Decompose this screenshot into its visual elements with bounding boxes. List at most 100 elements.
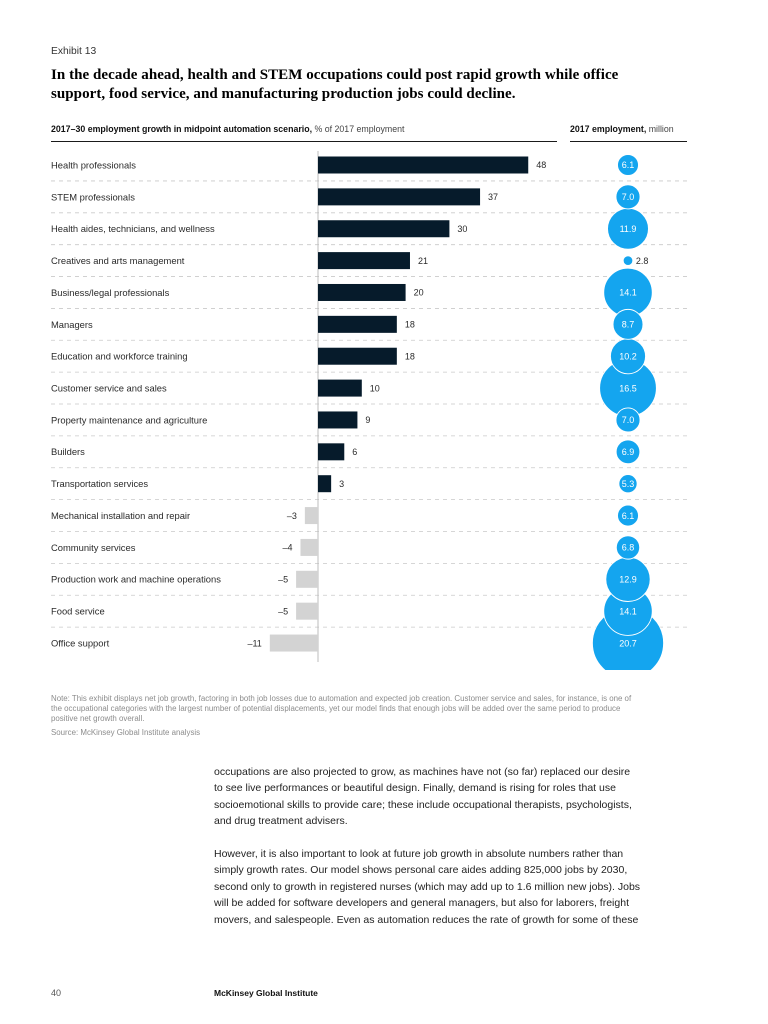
- growth-bar-positive: [318, 220, 450, 238]
- growth-value-label: 18: [405, 351, 415, 361]
- body-line: will be added for software developers an…: [214, 897, 629, 910]
- growth-bar-negative: [296, 602, 318, 620]
- growth-bar-bubble-chart: Health professionals 48 STEM professionals…: [51, 151, 690, 670]
- growth-bar-positive: [318, 347, 397, 365]
- category-label: Office support: [51, 637, 110, 648]
- body-line: to see live performances or beautiful de…: [214, 782, 616, 795]
- employment-bubble: [618, 474, 638, 494]
- growth-value-label: –4: [282, 543, 292, 553]
- growth-bar-positive: [318, 283, 406, 301]
- note-line: the occupational categories with the lar…: [51, 703, 621, 713]
- employment-bubble: [615, 184, 641, 210]
- exhibit-title-line-2: support, food service, and manufacturing…: [51, 86, 516, 102]
- category-label: Health aides, technicians, and wellness: [51, 223, 215, 234]
- growth-value-label: 37: [488, 192, 498, 202]
- employment-bubble: [612, 308, 644, 340]
- body-line: movers, and salespeople. Even as automat…: [214, 913, 639, 926]
- employment-bubble-label: 2.8: [636, 256, 649, 266]
- category-label: Builders: [51, 446, 85, 457]
- employment-header-unit: million: [646, 124, 674, 134]
- growth-value-label: 18: [405, 320, 415, 330]
- employment-bubble-label: 6.1: [622, 160, 635, 170]
- employment-bubble-label: 20.7: [619, 638, 637, 648]
- employment-bubble-label: 14.1: [619, 606, 637, 616]
- category-label: STEM professionals: [51, 191, 135, 202]
- growth-value-label: –11: [247, 638, 261, 648]
- growth-bar-negative: [304, 507, 318, 525]
- category-label: Managers: [51, 319, 93, 330]
- growth-bar-positive: [318, 475, 332, 493]
- employment-header-bold: 2017 employment,: [570, 124, 647, 134]
- growth-value-label: –5: [278, 575, 288, 585]
- growth-bar-positive: [318, 315, 397, 333]
- body-line: simply growth rates. Our model shows per…: [214, 864, 628, 877]
- category-label: Community services: [51, 542, 136, 553]
- growth-value-label: 3: [339, 479, 344, 489]
- employment-bubble-label: 12.9: [619, 575, 637, 585]
- growth-header-bold: 2017–30 employment growth in midpoint au…: [51, 124, 313, 134]
- growth-bar-positive: [318, 411, 358, 429]
- employment-bubble-label: 6.9: [622, 447, 635, 457]
- chart-source: Source: McKinsey Global Institute analys…: [51, 728, 201, 737]
- category-label: Food service: [51, 606, 105, 617]
- employment-bubble-label: 7.0: [622, 192, 635, 202]
- employment-bubble: [617, 154, 639, 176]
- employment-bubble-label: 7.0: [622, 415, 635, 425]
- growth-header-unit: % of 2017 employment: [312, 124, 405, 134]
- employment-bubble-label: 8.7: [622, 320, 635, 330]
- employment-header-rule: [570, 141, 687, 142]
- category-label: Customer service and sales: [51, 382, 167, 393]
- note-line: Note: This exhibit displays net job grow…: [51, 694, 632, 703]
- employment-bubble-label: 16.5: [619, 383, 637, 393]
- employment-bubble: [617, 504, 639, 527]
- body-text: occupations are also projected to grow, …: [214, 764, 640, 928]
- employment-bubble-label: 6.1: [622, 511, 635, 521]
- employment-bubble-label: 5.3: [622, 479, 635, 489]
- note-line: positive net growth overall.: [51, 713, 145, 723]
- growth-header-rule: [51, 141, 557, 142]
- body-line: socioemotional skills to provide care; t…: [214, 798, 632, 811]
- growth-column-header: 2017–30 employment growth in midpoint au…: [51, 124, 404, 134]
- category-label: Creatives and arts management: [51, 255, 185, 266]
- body-line: However, it is also important to look at…: [214, 848, 624, 861]
- employment-bubble-label: 6.8: [622, 543, 635, 553]
- category-label: Education and workforce training: [51, 351, 188, 362]
- growth-value-label: –3: [287, 511, 297, 521]
- growth-value-label: –5: [278, 606, 288, 616]
- employment-bubble: [615, 407, 641, 433]
- growth-bar-negative: [296, 570, 318, 588]
- growth-value-label: 10: [370, 383, 380, 393]
- employment-bubble-label: 14.1: [619, 288, 637, 298]
- growth-bar-positive: [318, 156, 529, 174]
- exhibit-title-line-1: In the decade ahead, health and STEM occ…: [51, 67, 619, 83]
- category-label: Property maintenance and agriculture: [51, 414, 207, 425]
- body-paragraph: However, it is also important to look at…: [214, 846, 640, 928]
- growth-value-label: 21: [418, 256, 428, 266]
- exhibit-label: Exhibit 13: [51, 46, 97, 57]
- employment-bubble-label: 11.9: [620, 224, 637, 234]
- growth-bar-negative: [300, 538, 318, 556]
- category-label: Transportation services: [51, 478, 148, 489]
- growth-bar-positive: [318, 379, 362, 397]
- growth-bar-negative: [269, 634, 318, 652]
- employment-bubble: [615, 439, 641, 465]
- growth-value-label: 9: [365, 415, 370, 425]
- growth-value-label: 6: [352, 447, 357, 457]
- body-line: and drug treatment advisers.: [214, 815, 348, 828]
- employment-bubble-label: 10.2: [619, 351, 637, 361]
- body-line: occupations are also projected to grow, …: [214, 766, 631, 778]
- category-label: Production work and machine operations: [51, 574, 221, 585]
- growth-value-label: 48: [536, 160, 546, 170]
- employment-bubble: [622, 255, 634, 266]
- chart-note: Note: This exhibit displays net job grow…: [51, 694, 631, 723]
- growth-bar-positive: [318, 188, 481, 206]
- body-paragraph: occupations are also projected to grow, …: [214, 764, 640, 830]
- growth-value-label: 20: [414, 288, 424, 298]
- category-label: Health professionals: [51, 159, 136, 170]
- growth-bar-positive: [318, 252, 410, 270]
- growth-value-label: 30: [457, 224, 467, 234]
- category-label: Mechanical installation and repair: [51, 510, 190, 521]
- publisher-name: McKinsey Global Institute: [214, 988, 318, 998]
- category-label: Business/legal professionals: [51, 287, 170, 298]
- employment-bubble: [615, 535, 641, 560]
